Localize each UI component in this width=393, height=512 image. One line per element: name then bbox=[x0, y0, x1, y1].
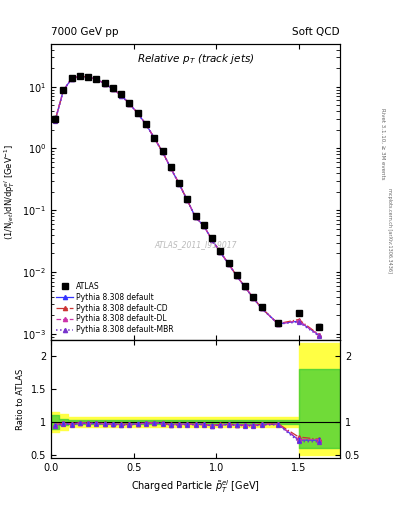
Text: ATLAS_2011_I919017: ATLAS_2011_I919017 bbox=[154, 241, 237, 249]
Text: Soft QCD: Soft QCD bbox=[292, 27, 340, 37]
Y-axis label: Ratio to ATLAS: Ratio to ATLAS bbox=[16, 368, 25, 430]
Text: Rivet 3.1.10, ≥ 3M events: Rivet 3.1.10, ≥ 3M events bbox=[381, 108, 386, 179]
Text: 7000 GeV pp: 7000 GeV pp bbox=[51, 27, 119, 37]
Text: mcplots.cern.ch [arXiv:1306.3436]: mcplots.cern.ch [arXiv:1306.3436] bbox=[387, 188, 391, 273]
Text: Relative $p_T$ (track jets): Relative $p_T$ (track jets) bbox=[137, 52, 254, 67]
X-axis label: Charged Particle $\tilde{p}_T^{el}$ [GeV]: Charged Particle $\tilde{p}_T^{el}$ [GeV… bbox=[131, 479, 260, 496]
Legend: ATLAS, Pythia 8.308 default, Pythia 8.308 default-CD, Pythia 8.308 default-DL, P: ATLAS, Pythia 8.308 default, Pythia 8.30… bbox=[55, 280, 175, 336]
Y-axis label: (1/N$_{jet}$)dN/dp$^{el}_T$ [GeV$^{-1}$]: (1/N$_{jet}$)dN/dp$^{el}_T$ [GeV$^{-1}$] bbox=[2, 143, 17, 240]
